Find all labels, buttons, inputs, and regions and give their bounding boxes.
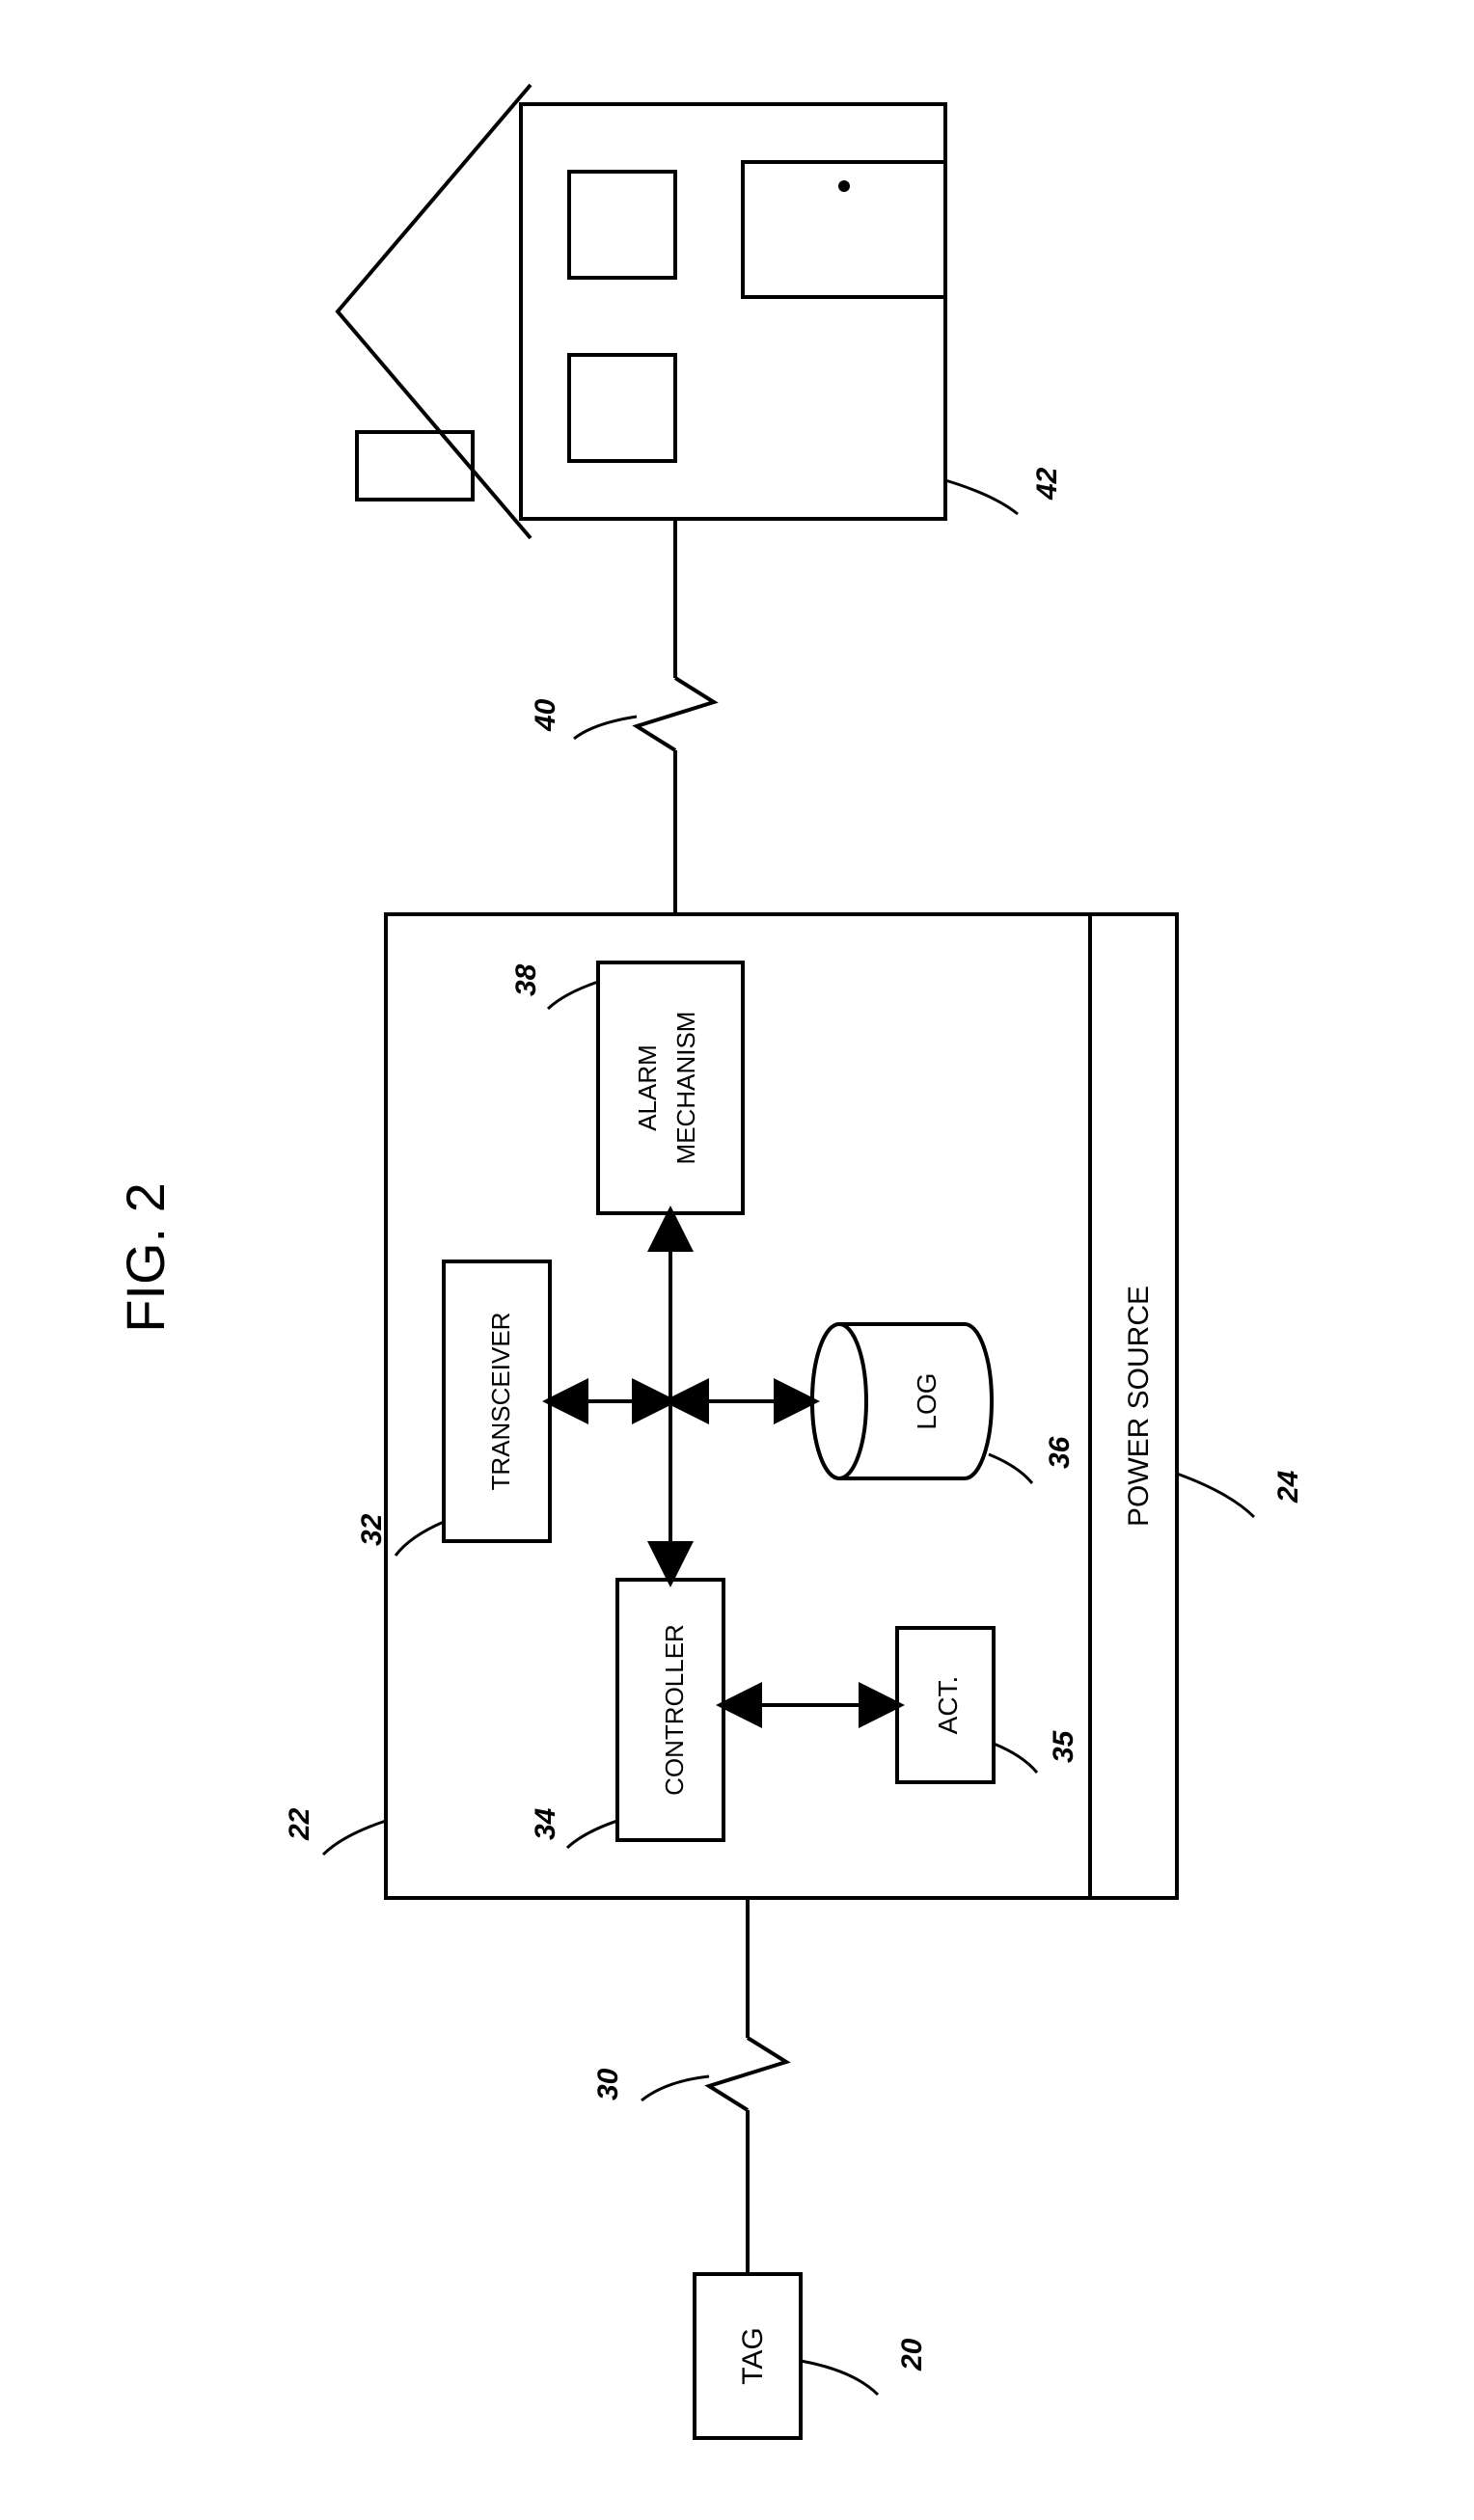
alarm-label-2: MECHANISM [671,1012,700,1165]
alarm-ref: 38 [510,963,542,996]
act-block: ACT. 35 [897,1628,1079,1782]
house-ref: 42 [1031,467,1063,501]
link-tag-main-ref: 30 [592,2068,624,2100]
transceiver-ref: 32 [356,1513,388,1546]
log-ref: 36 [1044,1436,1076,1469]
main-unit-ref: 22 [284,1807,315,1841]
link-main-house-ref: 40 [530,698,561,732]
main-unit: 22 POWER SOURCE 24 TRANSCEIVER 32 CONTRO… [284,914,1304,1898]
act-label: ACT. [933,1676,963,1735]
tag-block: TAG 20 [695,2274,928,2438]
controller-label: CONTROLLER [660,1624,689,1796]
alarm-block: ALARM MECHANISM 38 [510,962,743,1213]
act-ref: 35 [1048,1729,1079,1763]
house-block: 42 [338,85,1063,538]
tag-ref-leader [801,2361,878,2395]
alarm-label-1: ALARM [633,1044,662,1131]
figure-title: FIG. 2 [115,1182,176,1333]
controller-ref: 34 [530,1807,561,1840]
tag-label: TAG [737,2327,769,2384]
link-tag-main: 30 [592,1898,786,2274]
diagram-canvas: FIG. 2 TAG 20 30 22 POWER S [0,0,1474,2515]
log-label: LOG [912,1372,942,1429]
log-block: LOG 36 [812,1324,1076,1483]
tag-ref: 20 [896,2338,928,2371]
transceiver-label: TRANSCEIVER [486,1313,515,1491]
link-main-house: 40 [530,519,714,914]
power-label: POWER SOURCE [1123,1286,1155,1527]
power-ref: 24 [1272,1470,1304,1504]
controller-block: CONTROLLER 34 [530,1580,723,1848]
